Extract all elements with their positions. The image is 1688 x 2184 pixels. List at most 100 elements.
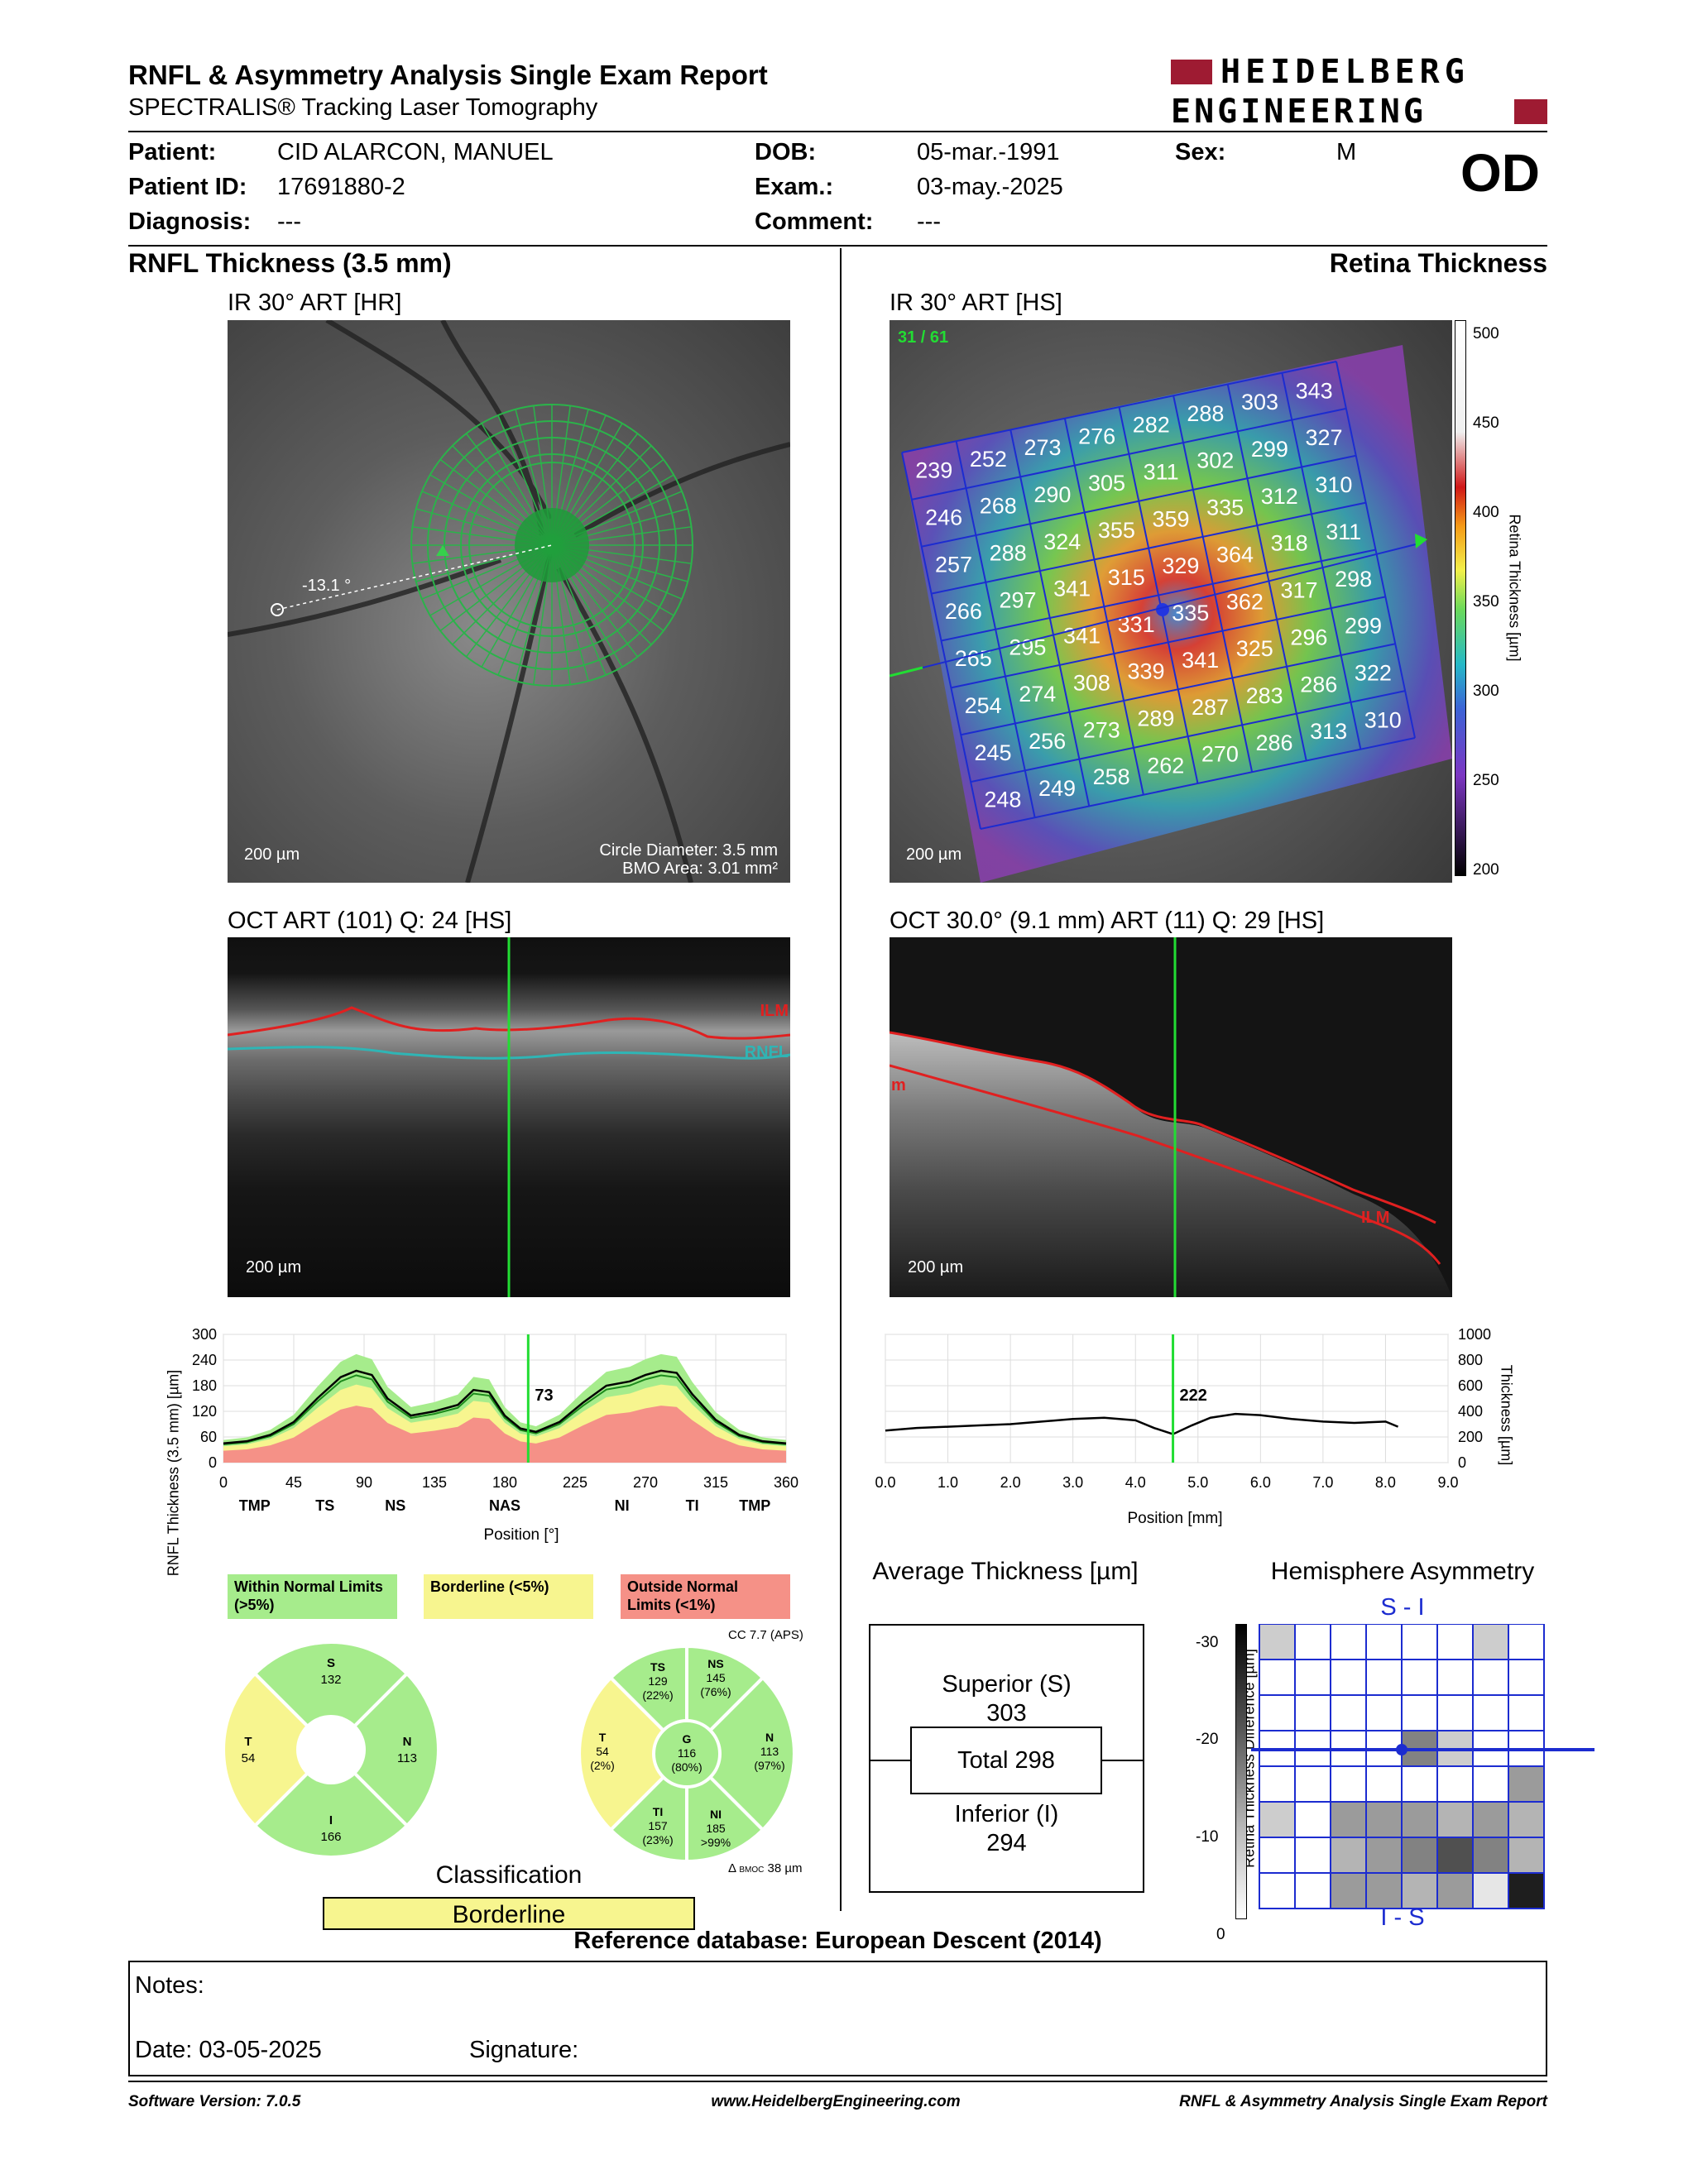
notes-box: Notes: Date: 03-05-2025 Signature: [128, 1961, 1547, 2076]
avg-superior-value: 303 [986, 1700, 1027, 1727]
asymmetry-cell [1508, 1765, 1545, 1803]
grid-line-vertical [1336, 361, 1416, 739]
grid-cell-value: 305 [1088, 471, 1125, 496]
rnfl-oct-scale: 200 µm [246, 1258, 302, 1276]
y-tick-label: 800 [1458, 1352, 1483, 1368]
s2-ns-label: NS [707, 1657, 723, 1670]
footer-rule [128, 2081, 1547, 2082]
asymmetry-cell [1259, 1765, 1296, 1803]
retina-oct-overlay [890, 937, 1452, 1297]
plot-frame [885, 1334, 1449, 1463]
sex-value: M [1336, 139, 1357, 165]
grid-cell-value: 322 [1355, 661, 1392, 686]
grid-cell-value: 308 [1073, 670, 1110, 695]
x-tick-label: 315 [703, 1474, 728, 1491]
asymmetry-cell [1365, 1624, 1403, 1660]
s2-ts-value: 129 [648, 1674, 668, 1688]
footer-website[interactable]: www.HeidelbergEngineering.com [711, 2093, 961, 2110]
rnfl-fundus-title: IR 30° ART [HR] [228, 290, 402, 316]
brand-line1: HEIDELBERG [1220, 53, 1470, 91]
marker-value-label: 222 [1180, 1387, 1207, 1405]
grid-cell-value: 315 [1108, 565, 1145, 590]
avg-inferior-label: Inferior (I) [954, 1801, 1059, 1827]
legend-borderline: Borderline (<5%) [424, 1574, 593, 1619]
grid-cell-value: 266 [945, 599, 982, 624]
asymmetry-cell [1294, 1837, 1331, 1874]
grid-cell-value: 312 [1261, 484, 1298, 509]
s2-ti-label: TI [653, 1805, 663, 1818]
grid-cell-value: 286 [1300, 672, 1337, 697]
rnfl-fundus-scale: 200 µm [244, 845, 300, 864]
asymmetry-cell [1365, 1694, 1403, 1731]
rnfl-fundus-overlay [228, 320, 790, 883]
s2-ts-label: TS [650, 1660, 665, 1674]
q-s-label: S [327, 1656, 335, 1670]
asym-tick-10: -10 [1196, 1828, 1219, 1846]
grid-cell-value: 329 [1162, 553, 1199, 578]
brand-block-bottom [1514, 99, 1547, 124]
asymmetry-cell [1330, 1659, 1367, 1696]
grid-cell-value: 276 [1078, 424, 1115, 448]
bmoc-label: BMOC [739, 1866, 765, 1875]
bmo-area: BMO Area: 3.01 mm² [622, 860, 778, 878]
rnfl-oct-title: OCT ART (101) Q: 24 [HS] [228, 908, 512, 934]
header-rule [128, 131, 1547, 132]
normative-mean-line [223, 1374, 787, 1445]
grid-cell-value: 327 [1305, 425, 1342, 450]
asymmetry-cell [1259, 1801, 1296, 1838]
grid-cell-value: 325 [1236, 636, 1273, 661]
rnfl-ilm-label: ILM [760, 1002, 789, 1020]
x-tick-label: 180 [492, 1474, 517, 1491]
asymmetry-cell [1472, 1872, 1509, 1909]
asymmetry-cell [1330, 1624, 1367, 1660]
grid-cell-value: 288 [1187, 401, 1224, 426]
sector-label: TI [686, 1497, 699, 1514]
patient-id: 17691880-2 [277, 174, 405, 200]
s2-ns-pct: (76%) [700, 1685, 731, 1698]
asymmetry-cell [1294, 1694, 1331, 1731]
y-tick-label: 60 [200, 1429, 217, 1445]
asymmetry-cell [1330, 1694, 1367, 1731]
grid-cell-value: 248 [984, 788, 1021, 812]
s2-ts-pct: (22%) [642, 1688, 673, 1702]
classification-value: Borderline [323, 1897, 695, 1930]
x-tick-label: 0 [219, 1474, 228, 1491]
brand-block-top [1171, 60, 1212, 84]
comment-value: --- [917, 208, 941, 235]
x-tick-label: 135 [422, 1474, 447, 1491]
grid-line-horizontal [970, 690, 1406, 783]
sector-chart-garway: TS 129 (22%) NS 145 (76%) T 54 (2%) G 11… [579, 1646, 794, 1861]
grid-cell-value: 341 [1053, 577, 1091, 601]
asymmetry-cell [1330, 1872, 1367, 1909]
asymmetry-cell [1508, 1624, 1545, 1660]
asymmetry-cell [1401, 1659, 1438, 1696]
s2-ti-value: 157 [648, 1819, 668, 1832]
bmoc-value: 38 µm [767, 1861, 803, 1875]
grid-cell-value: 311 [1144, 459, 1179, 484]
colorbar-label: Retina Thickness [µm] [1506, 514, 1523, 662]
grid-cell-value: 362 [1226, 589, 1264, 614]
asymmetry-cell [1436, 1872, 1474, 1909]
rnfl-rnfl-label: RNFL [744, 1043, 789, 1061]
asymmetry-cell [1472, 1837, 1509, 1874]
retina-oct-title: OCT 30.0° (9.1 mm) ART (11) Q: 29 [HS] [890, 908, 1325, 934]
grid-cell-value: 318 [1271, 531, 1308, 556]
asymmetry-cell [1436, 1624, 1474, 1660]
grid-cell-value: 254 [965, 693, 1002, 718]
x-tick-label: 5.0 [1187, 1474, 1208, 1491]
grid-line-vertical [1172, 395, 1254, 773]
s2-ni-pct: >99% [701, 1836, 731, 1849]
q-t-value: 54 [242, 1751, 256, 1765]
asymmetry-cell [1436, 1659, 1474, 1696]
retina-chart-xlabel: Position [mm] [1127, 1510, 1223, 1527]
avg-connector-left [870, 1760, 910, 1761]
grid-cell-value: 335 [1172, 601, 1209, 625]
cb-tick-200: 200 [1473, 861, 1499, 879]
retina-fundus-title: IR 30° ART [HS] [890, 290, 1062, 316]
date-label: Date: 03-05-2025 [135, 2037, 322, 2063]
grid-cell-value: 257 [935, 552, 972, 577]
asymmetry-cell [1401, 1872, 1438, 1909]
column-divider [840, 248, 842, 1911]
y-tick-label: 400 [1458, 1403, 1483, 1420]
sector-chart-quadrants: S 132 T 54 N 113 I 166 [223, 1642, 439, 1857]
